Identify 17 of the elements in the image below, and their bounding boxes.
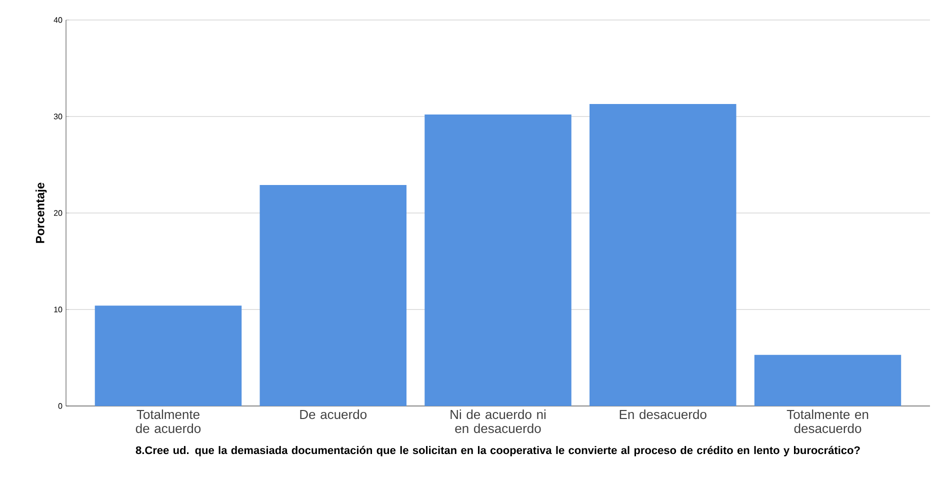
bar bbox=[260, 185, 406, 406]
x-tick-label: Ni de acuerdo ni en desacuerdo bbox=[450, 410, 546, 434]
y-tick-label: 20 bbox=[54, 210, 62, 216]
bar bbox=[424, 114, 572, 406]
y-tick-label: 40 bbox=[54, 17, 62, 23]
bar bbox=[754, 354, 902, 406]
x-tick-label: En desacuerdo bbox=[620, 410, 706, 420]
bar bbox=[94, 306, 242, 406]
y-axis-title: Porcentaje bbox=[36, 182, 47, 243]
x-axis-title: 8.Cree ud. que la demasiada documentación que le solicitan en la cooperativa le convierte al proceso de crédito en lento y burocrático? bbox=[136, 446, 860, 456]
y-tick-label: 0 bbox=[58, 403, 62, 409]
x-tick-label: Totalmente en desacuerdo bbox=[786, 410, 868, 434]
y-tick-label: 10 bbox=[54, 306, 62, 312]
x-tick-label: De acuerdo bbox=[300, 410, 367, 420]
x-tick-label: Totalmente de acuerdo bbox=[136, 410, 201, 434]
y-tick-label: 30 bbox=[54, 114, 62, 120]
bar bbox=[590, 104, 736, 406]
